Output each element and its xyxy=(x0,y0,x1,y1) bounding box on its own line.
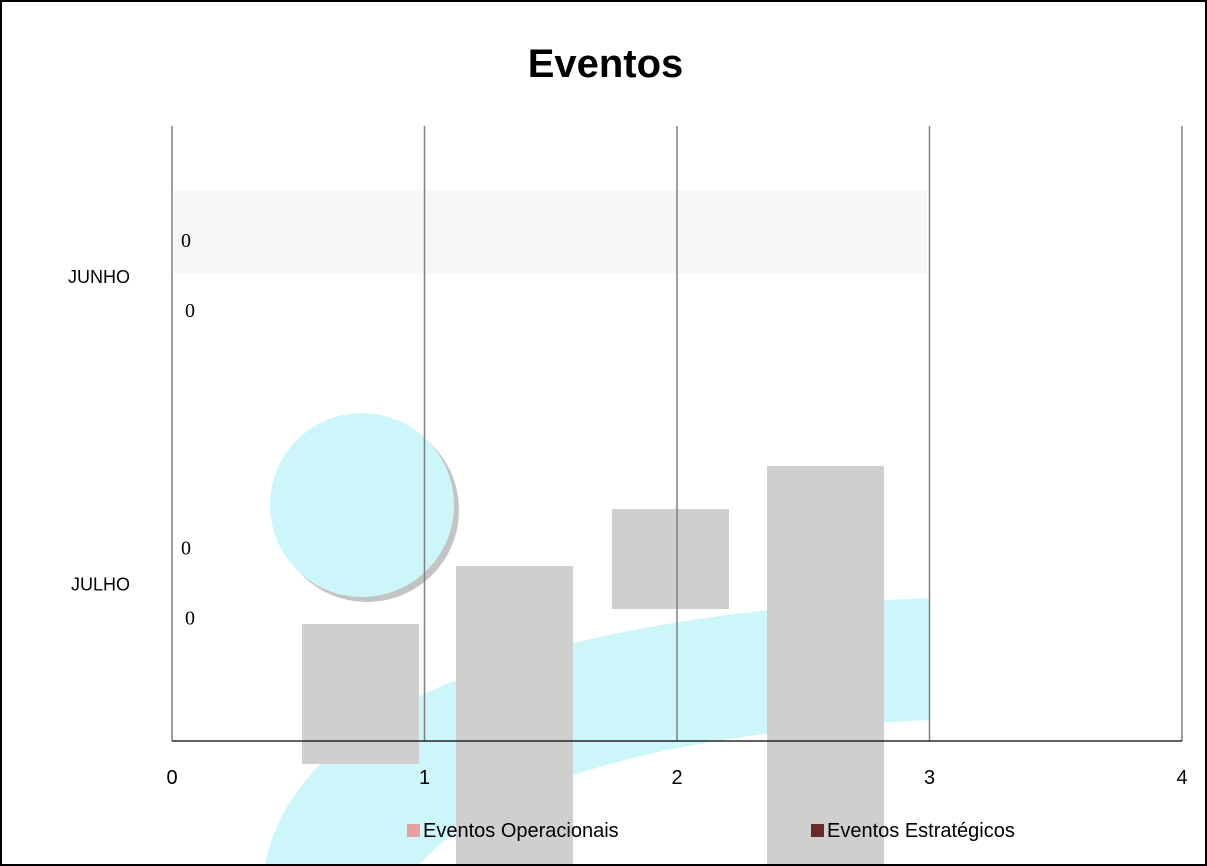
x-tick-label: 2 xyxy=(671,767,682,789)
data-label: 0 xyxy=(181,230,191,252)
chart-title: Eventos xyxy=(527,42,684,86)
legend-swatch-operacionais xyxy=(407,824,420,837)
data-label: 0 xyxy=(185,300,195,322)
legend-label-estrategicos: Eventos Estratégicos xyxy=(827,820,1015,842)
x-tick-label: 0 xyxy=(166,767,177,789)
watermark-logo xyxy=(174,190,930,864)
gridlines xyxy=(171,126,1183,741)
legend-item-operacionais: Eventos Operacionais xyxy=(407,820,619,843)
legend-label-operacionais: Eventos Operacionais xyxy=(423,820,619,842)
watermark-band xyxy=(174,190,927,274)
x-tick-label: 4 xyxy=(1176,767,1187,789)
x-tick-labels: 0 1 2 3 4 xyxy=(166,767,1187,789)
legend-item-estrategicos: Eventos Estratégicos xyxy=(811,820,1015,843)
x-tick-label: 3 xyxy=(924,767,935,789)
watermark-bar xyxy=(302,624,419,764)
watermark-bar xyxy=(612,509,729,609)
category-labels: JUNHO JULHO xyxy=(68,267,130,595)
watermark-swoosh xyxy=(265,598,930,864)
data-labels: 0 0 0 0 xyxy=(181,230,195,630)
watermark-circle xyxy=(270,413,454,597)
watermark-bar xyxy=(456,566,573,864)
legend-swatch-estrategicos xyxy=(811,824,824,837)
data-label: 0 xyxy=(185,607,195,629)
category-label: JUNHO xyxy=(68,267,130,287)
data-label: 0 xyxy=(181,537,191,559)
watermark-bar xyxy=(767,466,884,864)
x-tick-label: 1 xyxy=(419,767,430,789)
category-label: JULHO xyxy=(71,574,130,594)
